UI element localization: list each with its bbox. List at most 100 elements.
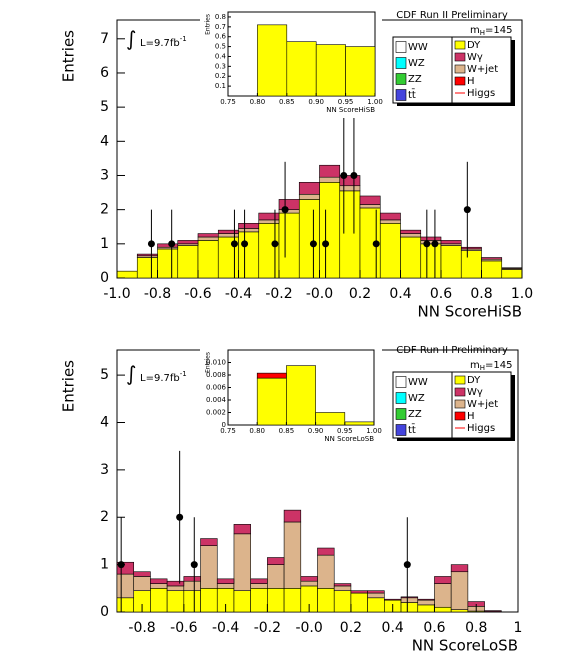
data-point — [322, 240, 329, 247]
data-point — [373, 240, 380, 247]
x-tick-label: 0.8 — [465, 620, 487, 636]
x-tick-label: -0.8 — [144, 286, 171, 302]
y-tick-label: 0.8 — [215, 13, 226, 21]
y-tick-label: 0.6 — [215, 33, 227, 41]
histogram-bar — [418, 599, 435, 600]
histogram-bar — [158, 249, 178, 278]
mass-label: mH=145 — [470, 25, 512, 37]
legend-label: H — [467, 411, 475, 422]
histogram-bar — [360, 205, 380, 208]
legend-label: WW — [408, 377, 428, 388]
y-tick-label: 1 — [100, 557, 109, 573]
data-point — [431, 240, 438, 247]
histogram-bar — [434, 584, 451, 608]
x-tick-label: 1.00 — [366, 427, 382, 435]
histogram-bar — [257, 373, 286, 378]
histogram-bar — [134, 572, 151, 577]
histogram-bar — [461, 251, 481, 278]
legend-label: DY — [467, 40, 481, 51]
data-point — [310, 240, 317, 247]
x-tick-label: -0.8 — [128, 620, 155, 636]
y-tick-label: 0 — [222, 421, 226, 429]
legend-label: Wγ — [467, 52, 483, 63]
legend-label: Wγ — [467, 387, 483, 398]
histogram-bar — [201, 588, 218, 612]
lumi-integral: ∫ — [126, 27, 136, 51]
histogram-bar — [368, 591, 385, 593]
histogram-bar — [351, 593, 368, 612]
legend-label: WW — [408, 42, 428, 53]
histogram-bar — [259, 223, 279, 278]
x-axis-title: NN ScoreHiSB — [326, 106, 375, 114]
data-point — [241, 240, 248, 247]
legend-label: DY — [467, 375, 481, 386]
data-point — [340, 172, 347, 179]
header: CDF Run II Preliminary — [396, 345, 508, 356]
histogram-bar — [320, 177, 340, 182]
histogram-bar — [401, 237, 421, 278]
x-tick-label: 1.0 — [511, 286, 533, 302]
legend-label: tt̄ — [408, 88, 416, 101]
legend-label: W+jet — [467, 64, 498, 75]
histogram-bar — [117, 598, 134, 612]
lumi-label: L=9.7fb-1 — [140, 370, 187, 384]
x-tick-label: 0.8 — [470, 286, 492, 302]
legend-swatch — [455, 53, 465, 61]
data-point — [191, 561, 198, 568]
y-tick-label: 5 — [100, 99, 109, 115]
legend-swatch — [396, 425, 406, 436]
lumi-text: L=9.7fb — [140, 373, 180, 384]
histogram-bar — [318, 548, 335, 555]
y-tick-label: 5 — [100, 367, 109, 383]
histogram-bar — [167, 591, 184, 612]
histogram-bar — [150, 584, 167, 589]
histogram-bar — [334, 591, 351, 612]
x-tick-label: 0.4 — [382, 620, 404, 636]
histogram-bar — [299, 182, 319, 194]
histogram-bar — [234, 534, 251, 591]
y-tick-label: 0.4 — [215, 52, 227, 60]
histogram-bar — [239, 228, 259, 231]
legend-swatch — [396, 74, 406, 85]
histogram-bar — [380, 220, 400, 223]
x-tick-label: -0.6 — [184, 286, 211, 302]
y-tick-label: 0.1 — [215, 82, 226, 90]
histogram-bar — [451, 572, 468, 610]
y-tick-label: 2 — [100, 509, 109, 525]
legend-label: tt̄ — [408, 423, 416, 436]
histogram-bar — [434, 576, 451, 583]
histogram-bar — [346, 47, 375, 96]
histogram-bar — [167, 581, 184, 586]
x-tick-label: -0.0 — [306, 286, 333, 302]
histogram-bar — [178, 246, 198, 278]
y-tick-label: 3 — [100, 167, 109, 183]
x-tick-label: -0.2 — [254, 620, 281, 636]
histogram-bar — [117, 574, 134, 598]
histogram-bar — [340, 186, 360, 191]
histogram-bar — [134, 576, 151, 590]
histogram-bar — [318, 555, 335, 588]
data-point — [176, 514, 183, 521]
histogram-bar — [198, 240, 218, 278]
histogram-bar — [482, 257, 502, 259]
legend-swatch — [396, 58, 406, 69]
legend-label: W+jet — [467, 399, 498, 410]
mass-label-text: m — [470, 25, 480, 36]
histogram-bar — [184, 581, 201, 590]
header: CDF Run II Preliminary — [396, 10, 508, 21]
histogram-bar — [257, 25, 286, 96]
histogram-bar — [451, 565, 468, 572]
histogram-bar — [184, 591, 201, 612]
histogram-bar — [401, 597, 418, 598]
histogram-bar — [251, 588, 268, 612]
histogram-bar — [451, 610, 468, 612]
x-tick-label: 0.95 — [337, 427, 353, 435]
histogram-bar — [217, 579, 234, 584]
histogram-bar — [301, 576, 318, 581]
legend-label: Higgs — [467, 423, 495, 434]
histogram-bar — [178, 240, 198, 243]
lumi-sup: -1 — [180, 370, 187, 378]
y-tick-label: 7 — [100, 31, 109, 47]
mass-label-text: m — [470, 360, 480, 371]
histogram-bar — [201, 546, 218, 589]
